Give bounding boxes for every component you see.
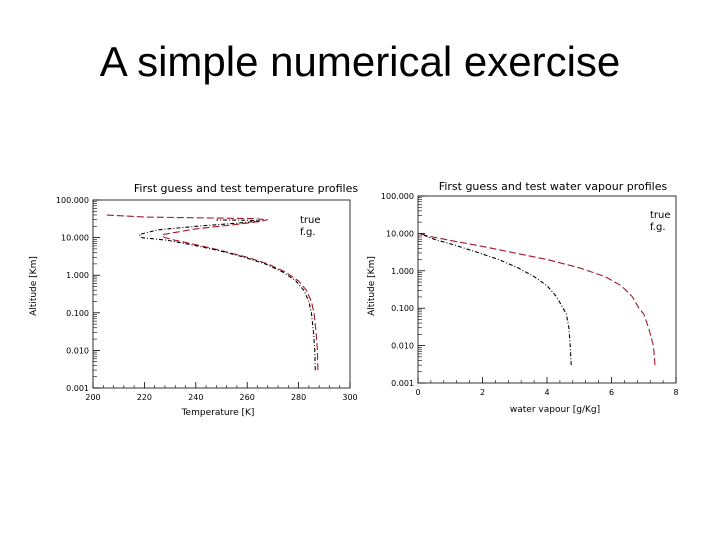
y-tick-label: 100.000 bbox=[381, 192, 414, 201]
slide-title: A simple numerical exercise bbox=[99, 38, 621, 85]
x-tick-label: 6 bbox=[609, 388, 614, 397]
x-axis-label: water vapour [g/Kg] bbox=[510, 405, 600, 415]
y-tick-label: 0.010 bbox=[391, 342, 414, 351]
x-tick-label: 260 bbox=[240, 393, 255, 402]
x-tick-label: 4 bbox=[544, 388, 549, 397]
y-tick-label: 1.000 bbox=[391, 267, 414, 276]
x-tick-label: 280 bbox=[291, 393, 306, 402]
legend-entry: f.g. bbox=[300, 227, 316, 238]
x-tick-label: 220 bbox=[137, 393, 152, 402]
x-tick-label: 300 bbox=[342, 393, 357, 402]
y-tick-label: 0.100 bbox=[391, 304, 414, 313]
series-line-true bbox=[105, 214, 319, 371]
y-tick-label: 0.010 bbox=[66, 346, 89, 355]
y-axis-label: Altitude [Km] bbox=[29, 256, 39, 316]
y-tick-label: 0.001 bbox=[391, 379, 414, 388]
plot-frame bbox=[92, 199, 351, 389]
x-tick-label: 200 bbox=[85, 393, 100, 402]
x-tick-label: 240 bbox=[188, 393, 203, 402]
x-tick-label: 2 bbox=[480, 388, 485, 397]
plot-frame bbox=[417, 195, 677, 384]
legend-entry: f.g. bbox=[650, 222, 666, 233]
y-axis-label: Altitude [Km] bbox=[367, 256, 377, 316]
y-tick-label: 1.000 bbox=[66, 271, 89, 280]
series-line-first-guess bbox=[421, 233, 572, 366]
y-tick-label: 10.000 bbox=[61, 234, 89, 243]
series-line-true bbox=[419, 232, 656, 366]
x-axis-label: Temperature [K] bbox=[181, 408, 255, 418]
chart-title: First guess and test temperature profile… bbox=[134, 182, 359, 195]
legend-entry: true bbox=[300, 215, 321, 226]
y-tick-label: 10.000 bbox=[386, 229, 414, 238]
y-tick-label: 100.000 bbox=[56, 196, 89, 205]
water-vapour-chart: First guess and test water vapour profil… bbox=[367, 180, 679, 415]
x-tick-label: 0 bbox=[415, 388, 420, 397]
y-tick-label: 0.001 bbox=[66, 384, 89, 393]
chart-title: First guess and test water vapour profil… bbox=[439, 180, 668, 193]
series-line-first-guess bbox=[138, 219, 316, 371]
temperature-chart: First guess and test temperature profile… bbox=[29, 182, 359, 418]
y-tick-label: 0.100 bbox=[66, 309, 89, 318]
legend-entry: true bbox=[650, 210, 671, 221]
x-tick-label: 8 bbox=[673, 388, 678, 397]
